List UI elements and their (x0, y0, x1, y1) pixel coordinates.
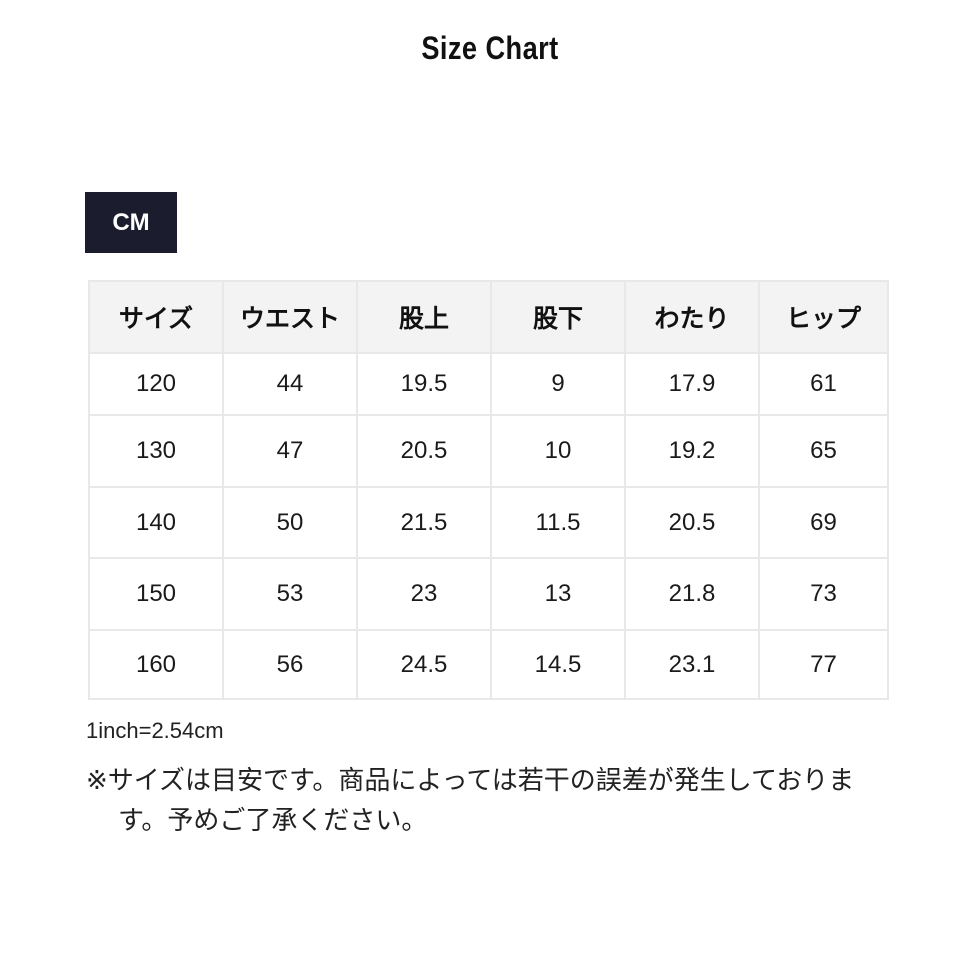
table-cell: 56 (222, 629, 358, 700)
table-cell: 120 (88, 352, 224, 416)
table-cell: 10 (490, 414, 626, 488)
header-hip: ヒップ (758, 280, 889, 354)
table-row: 130 47 20.5 10 19.2 65 (88, 414, 889, 488)
table-header-row: サイズ ウエスト 股上 股下 わたり ヒップ (88, 280, 889, 354)
disclaimer-note: ※サイズは目安です。商品によっては若干の誤差が発生しております。予めご了承くださ… (86, 765, 855, 835)
table-cell: 150 (88, 557, 224, 631)
page-title: Size Chart (421, 30, 559, 66)
header-thigh: わたり (624, 280, 760, 354)
table-cell: 69 (758, 486, 889, 559)
table-cell: 21.5 (356, 486, 492, 559)
table-cell: 13 (490, 557, 626, 631)
table-cell: 24.5 (356, 629, 492, 700)
table-cell: 23 (356, 557, 492, 631)
table-cell: 53 (222, 557, 358, 631)
table-cell: 19.5 (356, 352, 492, 416)
header-waist: ウエスト (222, 280, 358, 354)
table-row: 150 53 23 13 21.8 73 (88, 557, 889, 631)
table-cell: 44 (222, 352, 358, 416)
header-inseam: 股下 (490, 280, 626, 354)
table-row: 140 50 21.5 11.5 20.5 69 (88, 486, 889, 559)
table-cell: 20.5 (624, 486, 760, 559)
table-row: 160 56 24.5 14.5 23.1 77 (88, 629, 889, 700)
table-cell: 21.8 (624, 557, 760, 631)
table-cell: 50 (222, 486, 358, 559)
conversion-note: 1inch=2.54cm (86, 718, 224, 743)
size-table: サイズ ウエスト 股上 股下 わたり ヒップ 120 44 19.5 9 17.9 61 1… (88, 280, 889, 700)
table-cell: 130 (88, 414, 224, 488)
header-rise: 股上 (356, 280, 492, 354)
table-cell: 19.2 (624, 414, 760, 488)
table-cell: 20.5 (356, 414, 492, 488)
table-cell: 47 (222, 414, 358, 488)
table-cell: 14.5 (490, 629, 626, 700)
table-cell: 11.5 (490, 486, 626, 559)
header-size: サイズ (88, 280, 224, 354)
unit-badge: CM (85, 192, 177, 253)
table-cell: 65 (758, 414, 889, 488)
table-row: 120 44 19.5 9 17.9 61 (88, 352, 889, 416)
table-cell: 9 (490, 352, 626, 416)
table-cell: 77 (758, 629, 889, 700)
table-cell: 140 (88, 486, 224, 559)
table-cell: 17.9 (624, 352, 760, 416)
table-cell: 160 (88, 629, 224, 700)
table-cell: 61 (758, 352, 889, 416)
table-cell: 73 (758, 557, 889, 631)
table-cell: 23.1 (624, 629, 760, 700)
